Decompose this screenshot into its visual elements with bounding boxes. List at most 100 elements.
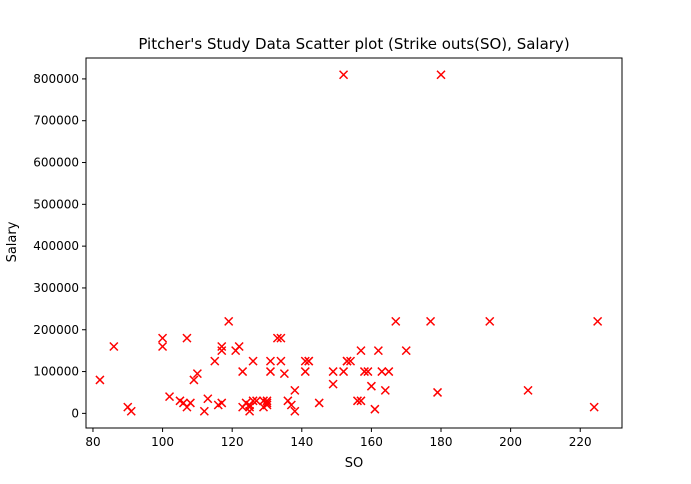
- data-point-stroke: [276, 356, 286, 366]
- data-point: [352, 396, 363, 406]
- x-tick-label: 80: [85, 435, 100, 449]
- axes: 80 100 120 140 160 180 200 220 0 100000 200000 3000…: [33, 57, 623, 449]
- data-point-stroke: [224, 316, 234, 326]
- data-point-stroke: [300, 367, 310, 377]
- chart-title: Pitcher's Study Data Scatter plot (Strik…: [138, 35, 569, 53]
- data-point: [276, 333, 286, 343]
- data-point: [265, 356, 275, 366]
- data-point-stroke: [199, 406, 209, 416]
- data-point-stroke: [314, 398, 324, 408]
- data-point: [366, 381, 376, 391]
- data-point-stroke: [523, 385, 533, 395]
- x-tick-label: 100: [151, 435, 174, 449]
- data-point-stroke: [210, 356, 220, 366]
- data-point: [238, 367, 248, 377]
- data-point-stroke: [373, 346, 383, 356]
- data-point-stroke: [158, 333, 168, 343]
- data-point: [248, 356, 258, 366]
- data-point-stroke: [189, 375, 199, 385]
- data-point-stroke: [109, 341, 119, 352]
- data-point: [189, 375, 199, 385]
- data-point-stroke: [279, 369, 289, 379]
- data-point-stroke: [262, 396, 272, 406]
- y-tick-label: 700000: [33, 114, 79, 128]
- data-point-stroke: [380, 385, 390, 395]
- data-point-stroke: [175, 396, 185, 406]
- data-point: [339, 367, 349, 377]
- data-point: [262, 396, 272, 406]
- data-point-stroke: [192, 369, 202, 379]
- data-point: [356, 346, 366, 356]
- data-point-stroke: [356, 396, 366, 406]
- data-point-stroke: [436, 70, 446, 80]
- data-point: [342, 356, 352, 366]
- data-point: [279, 369, 289, 379]
- data-point-stroke: [265, 367, 275, 377]
- data-point: [234, 341, 244, 352]
- data-point-stroke: [304, 356, 314, 366]
- data-point: [203, 394, 213, 404]
- data-point: [304, 356, 314, 366]
- data-point: [589, 402, 599, 412]
- data-point-stroke: [384, 367, 394, 377]
- data-point-stroke: [95, 375, 105, 385]
- data-point-stroke: [377, 367, 387, 377]
- data-point: [377, 367, 387, 377]
- data-point-stroke: [328, 379, 338, 389]
- data-point: [436, 70, 446, 80]
- x-tick-label: 140: [290, 435, 313, 449]
- data-point-stroke: [262, 398, 272, 408]
- data-point: [485, 316, 495, 326]
- x-tick-label: 120: [221, 435, 244, 449]
- data-point-stroke: [252, 396, 262, 406]
- axes-frame: [85, 57, 623, 429]
- y-axis-label: Salary: [5, 221, 20, 262]
- data-point: [217, 341, 227, 352]
- plot-area: [95, 70, 603, 416]
- data-point-stroke: [185, 398, 195, 408]
- data-point: [380, 385, 390, 395]
- data-point-stroke: [126, 406, 136, 416]
- data-point-stroke: [339, 367, 349, 377]
- data-point: [290, 385, 300, 395]
- y-tick-label: 400000: [33, 239, 79, 253]
- data-point-stroke: [433, 387, 443, 397]
- data-point: [314, 398, 324, 408]
- x-tick-label: 200: [499, 435, 522, 449]
- data-point-stroke: [290, 406, 300, 416]
- data-point-stroke: [370, 404, 380, 414]
- data-point-stroke: [217, 346, 227, 356]
- data-point: [224, 316, 234, 326]
- data-point-stroke: [238, 367, 248, 377]
- data-point-stroke: [401, 346, 411, 356]
- data-point: [523, 385, 533, 395]
- data-point-stroke: [290, 385, 300, 395]
- data-point: [95, 375, 105, 385]
- data-point: [165, 392, 175, 402]
- data-point: [265, 367, 275, 377]
- data-point-stroke: [300, 356, 310, 366]
- x-axis-label: SO: [345, 456, 363, 471]
- y-tick-label: 800000: [33, 72, 79, 86]
- y-tick-label: 600000: [33, 156, 79, 170]
- data-point: [286, 400, 296, 410]
- y-tick-label: 500000: [33, 197, 79, 211]
- data-point: [339, 70, 349, 80]
- data-point-stroke: [359, 367, 369, 377]
- data-point: [272, 333, 282, 343]
- data-point: [300, 356, 310, 366]
- data-point: [217, 346, 227, 356]
- data-point: [328, 379, 338, 389]
- data-point-stroke: [593, 316, 603, 326]
- data-point: [359, 367, 369, 377]
- y-tick-label: 300000: [33, 281, 79, 295]
- data-point: [391, 316, 401, 326]
- data-point: [199, 406, 209, 416]
- data-point: [192, 369, 202, 379]
- data-point-stroke: [182, 333, 192, 343]
- data-point: [373, 346, 383, 356]
- data-point: [433, 387, 443, 397]
- data-point-stroke: [217, 341, 227, 352]
- data-point: [248, 396, 258, 406]
